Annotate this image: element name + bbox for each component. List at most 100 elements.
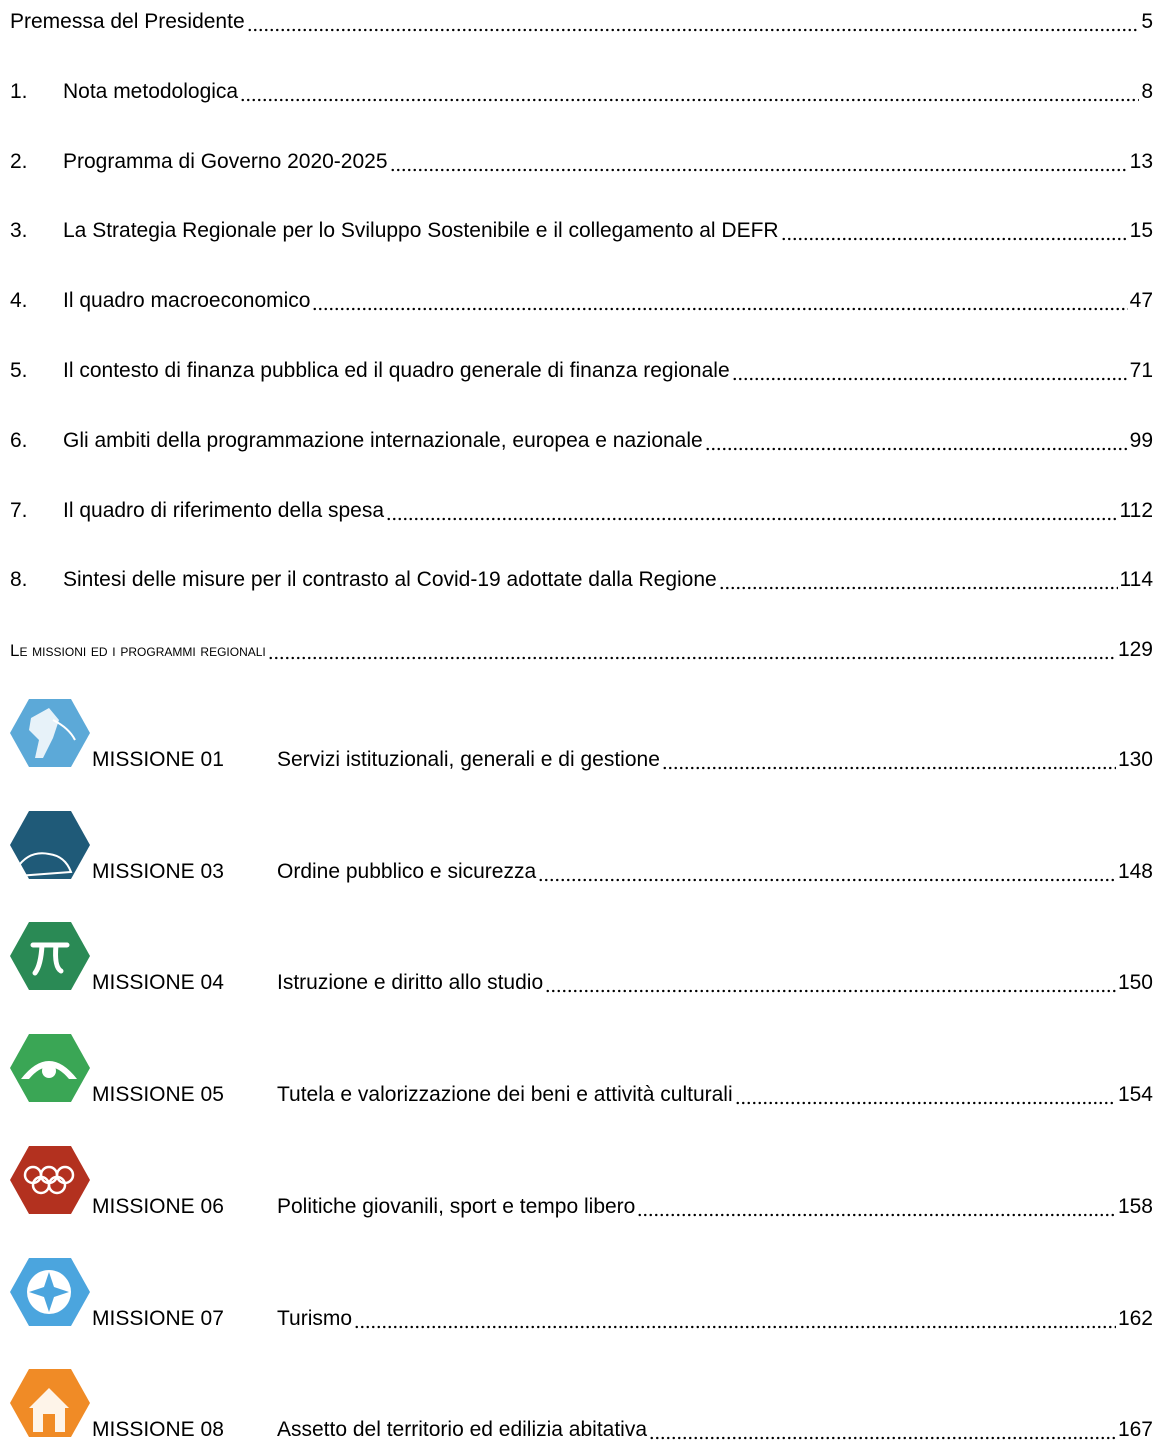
icon-hexagon	[10, 810, 90, 879]
mission-title: Servizi istituzionali, generali e di ges…	[277, 748, 660, 771]
dot-leader	[637, 1211, 1116, 1218]
dot-leader	[354, 1323, 1116, 1330]
dot-leader	[538, 876, 1116, 883]
dot-leader	[386, 515, 1118, 522]
entry-title: Gli ambiti della programmazione internaz…	[63, 428, 703, 452]
icon-glyph	[42, 1064, 56, 1079]
mission-icon	[10, 1257, 90, 1326]
icon-glyph	[21, 1061, 77, 1080]
mission-title: Turismo	[277, 1306, 353, 1330]
dot-leader	[661, 765, 1116, 771]
dot-leader	[267, 655, 1116, 662]
mission-entry: MISSIONE 01 Servizi istituzionali, genera…	[92, 745, 1153, 775]
entry-number: 8.	[10, 568, 28, 592]
entry-number: 7.	[10, 498, 28, 522]
mission-icon	[10, 1145, 90, 1214]
dot-leader	[718, 585, 1118, 592]
page-number: 8	[1141, 79, 1153, 103]
mission-code: MISSIONE 07	[92, 1306, 224, 1330]
dot-leader	[704, 445, 1128, 452]
mission-icon	[10, 922, 90, 991]
entry-title: La Strategia Regionale per lo Sviluppo S…	[63, 219, 779, 243]
toc-entry: 6. Gli ambiti della programmazione intern…	[10, 426, 1153, 456]
entry-title: Il contesto di finanza pubblica ed il qu…	[63, 359, 730, 382]
dot-leader	[246, 27, 1140, 33]
entry-title: Programma di Governo 2020-2025	[63, 149, 388, 173]
mission-title: Istruzione e diritto allo studio	[277, 971, 544, 995]
icon-glyph	[16, 852, 73, 877]
page-number: 15	[1129, 219, 1153, 243]
page-number: 47	[1129, 289, 1153, 313]
mission-title: Politiche giovanili, sport e tempo liber…	[277, 1194, 636, 1218]
mission-code: MISSIONE 08	[92, 1418, 224, 1441]
mission-entry: MISSIONE 07 Turismo 162	[92, 1304, 1153, 1334]
mission-icon	[10, 699, 90, 767]
page-number: 71	[1129, 359, 1153, 382]
entry-number: 6.	[10, 428, 28, 452]
mission-entry: MISSIONE 03 Ordine pubblico e sicurezza 14…	[92, 857, 1153, 887]
mission-code: MISSIONE 01	[92, 748, 224, 771]
entry-title: Le missioni ed i programmi regionali	[10, 641, 266, 661]
mission-entry: MISSIONE 08 Assetto del territorio ed edi…	[92, 1415, 1153, 1441]
icon-glyph	[29, 1271, 69, 1312]
mission-code: MISSIONE 06	[92, 1194, 224, 1218]
page-number: 112	[1119, 498, 1153, 522]
toc-entry: 4. Il quadro macroeconomico 47	[10, 286, 1153, 316]
page-number: 162	[1117, 1306, 1153, 1330]
page-number: 99	[1129, 428, 1153, 452]
entry-number: 4.	[10, 289, 28, 313]
page-number: 150	[1117, 971, 1153, 995]
entry-number: 2.	[10, 149, 28, 173]
dot-leader	[649, 1435, 1116, 1441]
icon-glyph	[29, 1388, 69, 1433]
mission-icon	[10, 1369, 90, 1438]
entry-title: Il quadro macroeconomico	[63, 289, 311, 313]
mission-entry: MISSIONE 04 Istruzione e diritto allo stu…	[92, 968, 1153, 998]
entry-number: 1.	[10, 79, 28, 103]
entry-title: Sintesi delle misure per il contrasto al…	[63, 568, 717, 592]
page-number: 130	[1117, 748, 1153, 771]
entry-number: 5.	[10, 359, 28, 382]
page-number: 114	[1119, 568, 1153, 592]
mission-title: Ordine pubblico e sicurezza	[277, 859, 537, 883]
toc-entry: Le missioni ed i programmi regionali 129	[10, 635, 1153, 665]
dot-leader	[312, 306, 1128, 313]
entry-title: Premessa del Presidente	[10, 10, 245, 33]
dot-leader	[780, 236, 1128, 243]
entry-number: 3.	[10, 219, 28, 243]
toc-entry: 8. Sintesi delle misure per il contrasto …	[10, 565, 1153, 595]
page-number: 5	[1141, 10, 1153, 33]
page-number: 129	[1117, 638, 1153, 662]
toc-entry: 7. Il quadro di riferimento della spesa 11…	[10, 496, 1153, 526]
mission-icon	[10, 1034, 90, 1103]
mission-title: Tutela e valorizzazione dei beni e attiv…	[277, 1083, 733, 1107]
icon-glyph	[30, 942, 70, 976]
dot-leader	[240, 96, 1140, 103]
icon-glyph	[43, 1414, 55, 1433]
mission-title: Assetto del territorio ed edilizia abita…	[277, 1418, 648, 1441]
page-number: 154	[1117, 1083, 1153, 1107]
entry-title: Nota metodologica	[63, 79, 239, 103]
page-number: 158	[1117, 1194, 1153, 1218]
toc-entry: 2. Programma di Governo 2020-2025 13	[10, 147, 1153, 177]
toc-entry: 5. Il contesto di finanza pubblica ed il …	[10, 356, 1153, 386]
mission-code: MISSIONE 04	[92, 971, 224, 995]
icon-glyph	[52, 719, 76, 741]
mission-icon	[10, 810, 90, 879]
icon-hexagon	[10, 922, 90, 991]
icon-glyph	[29, 708, 59, 758]
mission-entry: MISSIONE 06 Politiche giovanili, sport e …	[92, 1192, 1153, 1222]
mission-code: MISSIONE 05	[92, 1083, 224, 1107]
dot-leader	[545, 988, 1116, 995]
mission-entry: MISSIONE 05 Tutela e valorizzazione dei b…	[92, 1080, 1153, 1110]
page-number: 148	[1117, 859, 1153, 883]
mission-code: MISSIONE 03	[92, 859, 224, 883]
page-number: 167	[1117, 1418, 1153, 1441]
icon-glyph	[47, 1175, 67, 1195]
page-number: 13	[1129, 149, 1153, 173]
dot-leader	[734, 1100, 1116, 1107]
dot-leader	[389, 166, 1128, 173]
dot-leader	[731, 376, 1128, 382]
toc-entry: 1. Nota metodologica 8	[10, 77, 1153, 107]
